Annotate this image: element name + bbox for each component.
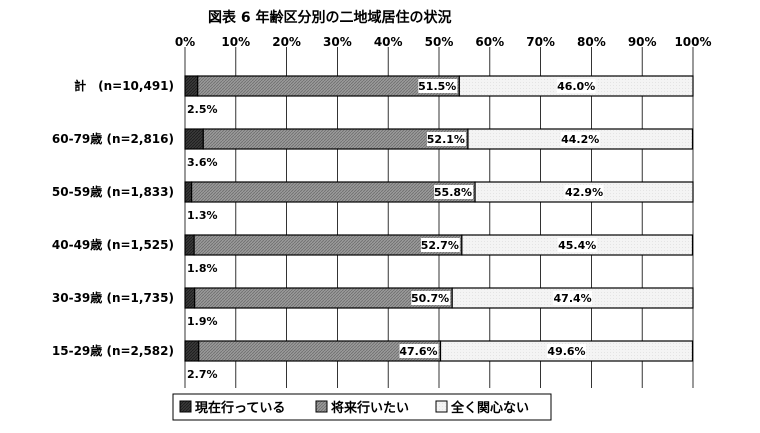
data-label: 52.1% [427,133,465,146]
bar-segment [184,340,200,362]
data-label: 45.4% [558,239,596,252]
data-label-bg [547,344,587,358]
bar-segment [191,181,476,203]
bar-segment [184,181,193,203]
data-label-bg [420,238,460,252]
legend-label: 現在行っている [195,400,285,416]
data-label-bg [434,185,474,199]
data-label: 49.6% [547,345,585,358]
data-label: 51.5% [418,80,456,93]
legend-label: 全く関心ない [450,400,529,416]
data-label: 47.4% [554,292,592,305]
legend-swatch [315,400,328,413]
data-label-bg [418,79,458,93]
data-label: 42.9% [565,186,603,199]
x-axis-ticks: 0% 10% 20% 30% 40% 50% 60% 70% 80% 90% 100% [175,35,712,49]
data-label-bg [557,238,597,252]
data-label-bg [411,291,451,305]
data-label-bg [564,185,604,199]
x-tick-label: 10% [221,35,250,49]
data-label: 55.8% [434,186,472,199]
data-label: 2.5% [187,103,218,116]
category-label: 計 (n=10,491) [74,78,174,93]
data-label: 1.3% [187,209,218,222]
data-label: 46.0% [557,80,595,93]
x-tick-label: 60% [475,35,504,49]
x-tick-label: 0% [175,35,195,49]
legend-swatch [179,400,192,413]
x-tick-label: 30% [323,35,352,49]
bar-segment [184,75,199,97]
data-label-bg [426,132,466,146]
x-tick-label: 40% [374,35,403,49]
bar-segment [184,234,195,256]
data-label: 52.7% [421,239,459,252]
data-label-bg [399,344,439,358]
data-label-bg [553,291,593,305]
category-label: 15-29歳 (n=2,582) [52,343,174,358]
bar-segment [184,128,204,150]
category-label: 40-49歳 (n=1,525) [52,237,174,252]
gridlines [184,47,694,388]
x-tick-label: 100% [674,35,711,49]
legend: 現在行っている 将来行いたい 全く関心ない [172,393,552,421]
data-label: 3.6% [187,156,218,169]
data-labels: 2.5% 51.5% 46.0% 3.6% 52.1% 44.2% 1.3% 55.8% 42.… [187,79,604,381]
data-label-bg [560,132,600,146]
data-label: 44.2% [561,133,599,146]
legend-label: 将来行いたい [331,400,409,416]
x-tick-label: 70% [526,35,555,49]
category-label: 50-59歳 (n=1,833) [52,184,174,199]
data-label: 2.7% [187,368,218,381]
x-tick-label: 50% [425,35,454,49]
x-tick-label: 80% [577,35,606,49]
data-label: 1.9% [187,315,218,328]
category-label: 30-39歳 (n=1,735) [52,290,174,305]
data-label: 50.7% [411,292,449,305]
x-tick-label: 90% [628,35,657,49]
x-tick-label: 20% [272,35,301,49]
data-label: 1.8% [187,262,218,275]
bar-segment [184,287,196,309]
data-label-bg [556,79,596,93]
legend-frame [172,393,552,421]
category-labels: 計 (n=10,491) 60-79歳 (n=2,816) 50-59歳 (n=1,… [52,78,174,358]
data-label: 47.6% [399,345,437,358]
legend-swatch [435,400,448,413]
chart-title: 図表 6 年齢区分別の二地域居住の状況 [208,9,452,26]
category-label: 60-79歳 (n=2,816) [52,131,174,146]
